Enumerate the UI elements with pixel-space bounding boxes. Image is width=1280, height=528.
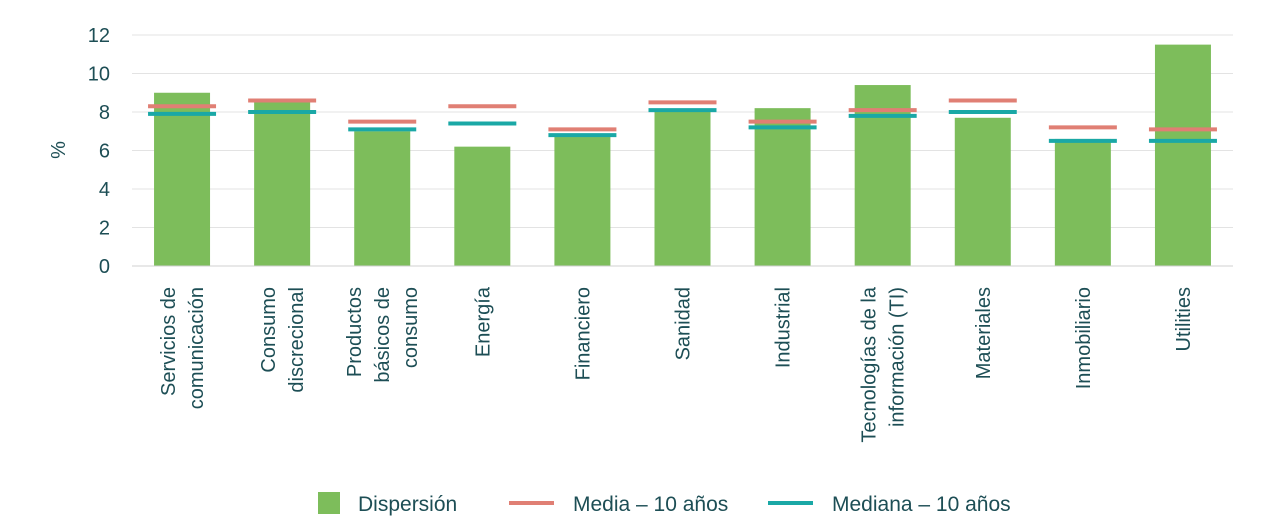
bar xyxy=(654,110,711,266)
bar xyxy=(1154,44,1211,266)
y-tick-label: 0 xyxy=(99,256,110,278)
legend-swatch xyxy=(318,492,340,514)
y-tick-label: 2 xyxy=(99,218,110,240)
x-tick-label: Inmobiliario xyxy=(1073,287,1095,389)
bar xyxy=(454,146,511,266)
legend-label: Media – 10 años xyxy=(573,493,728,516)
bars xyxy=(154,44,1211,267)
legend-item: Dispersión xyxy=(318,492,457,516)
x-tick-label: Productos básicos de consumo xyxy=(344,287,422,383)
y-tick-label: 10 xyxy=(88,64,110,86)
x-tick-label: Servicios de comunicación xyxy=(158,287,208,409)
x-tick-label: Industrial xyxy=(773,287,795,368)
x-tick-label: Energía xyxy=(472,286,494,357)
level-series xyxy=(148,108,1217,143)
y-tick-label: 6 xyxy=(99,141,110,163)
legend: Dispersión Media – 10 años Mediana – 10 añ… xyxy=(318,492,1011,516)
legend-label: Mediana – 10 años xyxy=(832,493,1011,516)
bar xyxy=(354,131,411,266)
legend-item: Mediana – 10 años xyxy=(768,493,1011,516)
x-tick-label: Consumo discrecional xyxy=(258,287,308,393)
x-tick-label: Materiales xyxy=(973,287,995,379)
x-tick-label: Tecnologías de la información (TI) xyxy=(859,286,909,443)
legend-item: Media – 10 años xyxy=(509,493,728,516)
x-tick-label: Sanidad xyxy=(673,287,695,360)
y-axis-label: % xyxy=(48,141,70,159)
legend-label: Dispersión xyxy=(358,493,457,516)
bar xyxy=(754,108,811,267)
y-tick-label: 4 xyxy=(99,179,110,201)
bar xyxy=(1054,138,1111,266)
bar xyxy=(154,92,211,266)
y-tick-label: 8 xyxy=(99,102,110,124)
bar xyxy=(954,117,1011,267)
y-axis: 0 2 4 6 8 10 12 xyxy=(88,25,110,278)
bar xyxy=(554,137,611,266)
y-tick-label: 12 xyxy=(88,25,110,47)
level-series xyxy=(148,98,1217,132)
x-tick-label: Utilities xyxy=(1173,287,1195,351)
x-tick-label: Financiero xyxy=(572,287,594,380)
x-axis: Servicios de comunicación Consumo discrecio… xyxy=(158,286,1195,443)
bar xyxy=(854,85,911,266)
bar xyxy=(254,100,311,266)
level-markers xyxy=(148,98,1217,143)
